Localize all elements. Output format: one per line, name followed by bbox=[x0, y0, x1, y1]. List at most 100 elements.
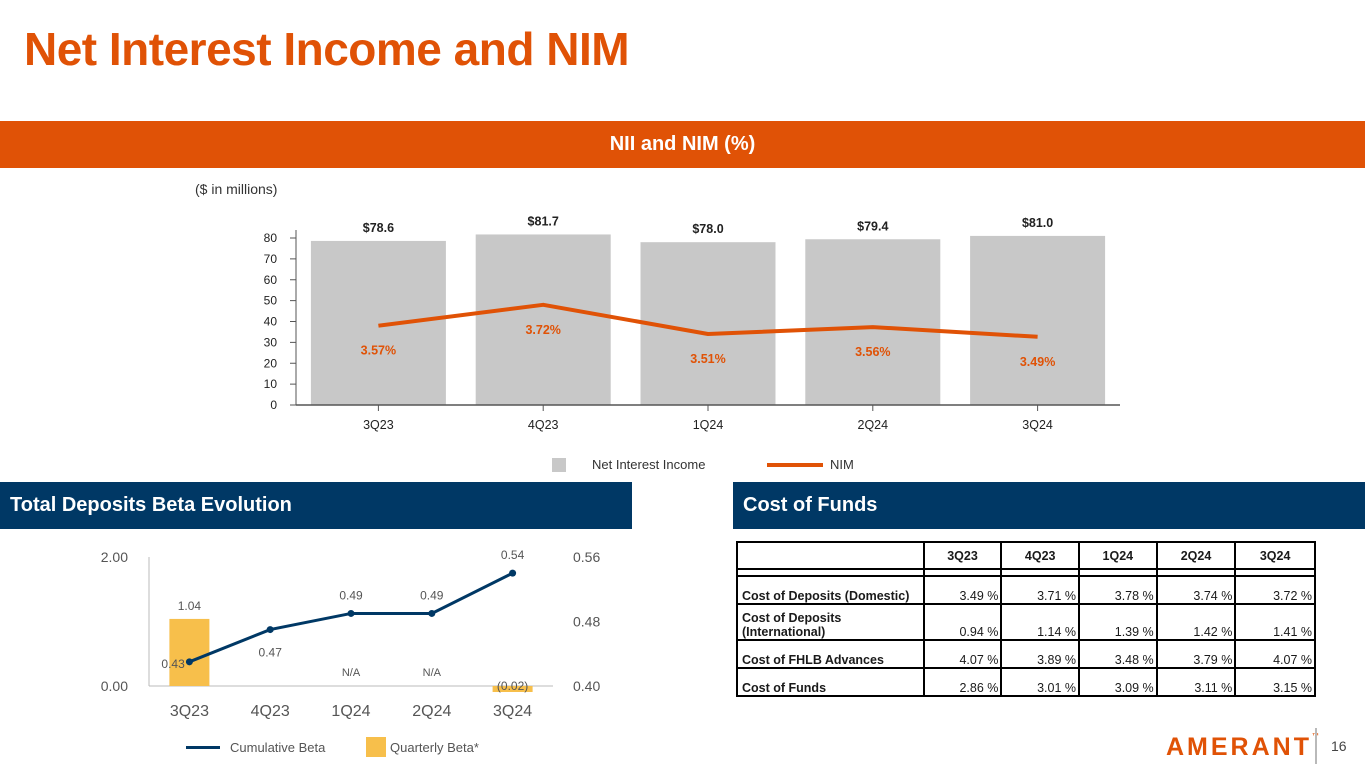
table-cell: 3.78 % bbox=[1078, 576, 1157, 605]
cumulative-beta-point bbox=[185, 658, 193, 666]
y-tick-label: 70 bbox=[264, 252, 278, 266]
footer-divider bbox=[1315, 728, 1317, 764]
row-label: Cost of FHLB Advances bbox=[736, 640, 924, 669]
quarterly-beta-bar bbox=[169, 618, 210, 686]
x-tick-label: 1Q24 bbox=[693, 418, 724, 432]
nii-bar bbox=[640, 242, 776, 405]
y-tick-label: 20 bbox=[264, 356, 278, 370]
nii-value-label: $78.0 bbox=[692, 222, 723, 236]
column-header bbox=[736, 541, 924, 570]
left-tick-label: 2.00 bbox=[101, 549, 128, 565]
table-spacer bbox=[736, 569, 1316, 577]
deposit-beta-chart: 0.00 2.00 0.40 0.48 0.56 3Q23 4Q23 1Q24 2Q24 3Q24… bbox=[101, 548, 601, 720]
nii-bar bbox=[970, 235, 1106, 405]
table-cell: 3.09 % bbox=[1078, 668, 1157, 697]
table-cell: 0.94 % bbox=[922, 604, 1002, 641]
x-tick-label: 1Q24 bbox=[331, 703, 370, 720]
cumulative-beta-point bbox=[509, 569, 517, 577]
unit-note: ($ in millions) bbox=[195, 181, 278, 197]
legend-label-cumulative: Cumulative Beta bbox=[230, 740, 326, 755]
table-cell: 3.72 % bbox=[1234, 576, 1316, 605]
quarterly-beta-label: (0.02) bbox=[497, 679, 528, 693]
row-label: Cost of Funds bbox=[736, 668, 924, 697]
table-cell: 2.86 % bbox=[922, 668, 1002, 697]
cumulative-beta-label: 0.43 bbox=[161, 657, 185, 671]
table-row: Cost of Deposits (Domestic) 3.49 % 3.71 … bbox=[736, 576, 1316, 605]
legend-swatch-quarterly bbox=[366, 737, 386, 757]
legend-label-nii: Net Interest Income bbox=[592, 457, 706, 472]
nii-legend: Net Interest Income NIM bbox=[550, 456, 880, 476]
amerant-logo: AMERANT™ bbox=[1166, 733, 1319, 762]
nii-nim-chart: 0 10 20 30 40 50 60 70 80 $78.6 3Q23 $81.7 4Q23 $78.0… bbox=[264, 214, 1120, 432]
table-cell: 3.15 % bbox=[1234, 668, 1316, 697]
column-header: 3Q23 bbox=[922, 541, 1002, 570]
cumulative-beta-label: 0.47 bbox=[259, 646, 283, 660]
x-tick-label: 2Q24 bbox=[412, 703, 451, 720]
table-cell: 1.14 % bbox=[1000, 604, 1080, 641]
nim-value-label: 3.72% bbox=[525, 323, 560, 337]
nim-value-label: 3.51% bbox=[690, 352, 725, 366]
nii-nim-banner: NII and NIM (%) bbox=[0, 121, 1365, 168]
table-cell: 1.41 % bbox=[1234, 604, 1316, 641]
row-label: Cost of Deposits (Domestic) bbox=[736, 576, 924, 605]
table-cell: 3.71 % bbox=[1000, 576, 1080, 605]
y-tick-label: 80 bbox=[264, 231, 278, 245]
legend-label-nim: NIM bbox=[830, 457, 854, 472]
x-tick-label: 3Q23 bbox=[363, 418, 394, 432]
nii-value-label: $81.0 bbox=[1022, 216, 1053, 230]
nii-bar bbox=[805, 239, 941, 405]
cumulative-beta-label: 0.49 bbox=[420, 588, 444, 602]
table-row: Cost of FHLB Advances 4.07 % 3.89 % 3.48… bbox=[736, 640, 1316, 669]
nii-bar bbox=[475, 234, 611, 405]
table-cell: 4.07 % bbox=[1234, 640, 1316, 669]
column-header: 2Q24 bbox=[1155, 541, 1236, 570]
legend-label-quarterly: Quarterly Beta* bbox=[390, 740, 479, 755]
nim-value-label: 3.49% bbox=[1020, 355, 1055, 369]
x-tick-label: 4Q23 bbox=[251, 703, 290, 720]
y-tick-label: 50 bbox=[264, 294, 278, 308]
table-cell: 4.07 % bbox=[922, 640, 1002, 669]
table-row: Cost of Funds 2.86 % 3.01 % 3.09 % 3.11 … bbox=[736, 668, 1316, 697]
legend-swatch-nii bbox=[552, 458, 566, 472]
x-tick-label: 3Q24 bbox=[493, 703, 532, 720]
row-label: Cost of Deposits (International) bbox=[736, 604, 924, 641]
quarterly-beta-label: N/A bbox=[423, 667, 442, 679]
page-number: 16 bbox=[1331, 738, 1347, 754]
x-tick-label: 2Q24 bbox=[858, 418, 889, 432]
nii-value-label: $81.7 bbox=[528, 214, 559, 228]
cumulative-beta-line bbox=[188, 571, 514, 664]
cost-of-funds-table: 3Q23 4Q23 1Q24 2Q24 3Q24 Cost of Deposit… bbox=[736, 541, 1316, 697]
nii-value-label: $79.4 bbox=[857, 219, 888, 233]
column-header: 4Q23 bbox=[1000, 541, 1080, 570]
table-header-row: 3Q23 4Q23 1Q24 2Q24 3Q24 bbox=[736, 541, 1316, 570]
table-cell: 3.49 % bbox=[922, 576, 1002, 605]
table-cell: 3.89 % bbox=[1000, 640, 1080, 669]
column-header: 3Q24 bbox=[1234, 541, 1316, 570]
right-tick-label: 0.56 bbox=[573, 549, 600, 565]
table-cell: 3.74 % bbox=[1155, 576, 1236, 605]
logo-text: AMERANT bbox=[1166, 733, 1312, 761]
table-cell: 1.42 % bbox=[1155, 604, 1236, 641]
table-row: Cost of Deposits (International) 0.94 % … bbox=[736, 604, 1316, 641]
quarterly-beta-label: N/A bbox=[342, 667, 361, 679]
nim-value-label: 3.56% bbox=[855, 345, 890, 359]
table-cell: 1.39 % bbox=[1078, 604, 1157, 641]
y-tick-label: 10 bbox=[264, 377, 278, 391]
x-tick-label: 4Q23 bbox=[528, 418, 559, 432]
x-tick-label: 3Q23 bbox=[170, 703, 209, 720]
beta-legend: Cumulative Beta Quarterly Beta* bbox=[186, 737, 506, 759]
quarterly-beta-bar bbox=[492, 686, 533, 692]
y-tick-label: 60 bbox=[264, 273, 278, 287]
right-tick-label: 0.48 bbox=[573, 614, 600, 630]
page-title: Net Interest Income and NIM bbox=[24, 23, 630, 75]
column-header: 1Q24 bbox=[1078, 541, 1157, 570]
quarterly-beta-label: 1.04 bbox=[178, 599, 202, 613]
nii-bar bbox=[310, 240, 446, 405]
cumulative-beta-label: 0.54 bbox=[501, 548, 525, 562]
right-tick-label: 0.40 bbox=[573, 678, 600, 694]
cumulative-beta-point bbox=[347, 609, 355, 617]
nim-value-label: 3.57% bbox=[361, 344, 396, 358]
nii-value-label: $78.6 bbox=[363, 221, 394, 235]
left-tick-label: 0.00 bbox=[101, 678, 128, 694]
table-cell: 3.11 % bbox=[1155, 668, 1236, 697]
